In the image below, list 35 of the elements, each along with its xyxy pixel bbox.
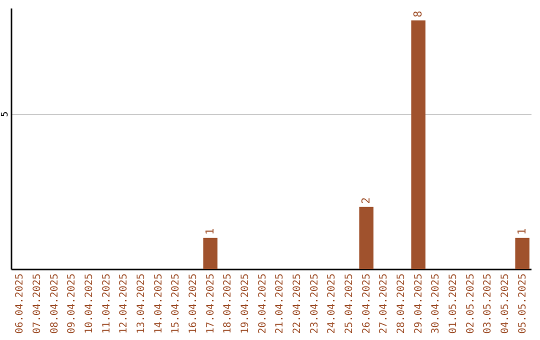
x-tick-label: 04.05.2025 — [500, 274, 511, 334]
x-tick-label: 08.04.2025 — [49, 274, 60, 334]
y-tick-label: 5 — [0, 111, 10, 117]
x-tick-label: 20.04.2025 — [257, 274, 268, 334]
x-tick-label: 24.04.2025 — [326, 274, 338, 334]
data-label: 2 — [359, 197, 372, 204]
x-tick-label: 14.04.2025 — [153, 274, 164, 334]
x-tick-label: 09.04.2025 — [66, 274, 78, 334]
x-tick-label: 16.04.2025 — [188, 274, 199, 334]
x-tick-label: 13.04.2025 — [136, 274, 147, 334]
x-tick-label: 02.05.2025 — [465, 274, 476, 334]
data-label: 1 — [203, 228, 216, 235]
x-tick-label: 01.05.2025 — [448, 274, 459, 334]
x-tick-label: 07.04.2025 — [32, 274, 43, 334]
x-tick-label: 28.04.2025 — [396, 274, 407, 334]
x-tick-label: 30.04.2025 — [430, 274, 442, 334]
data-label: 1 — [515, 228, 528, 235]
x-tick-label: 17.04.2025 — [205, 274, 216, 334]
x-tick-label: 19.04.2025 — [240, 274, 251, 334]
x-tick-label: 12.04.2025 — [118, 274, 130, 334]
x-tick-label: 03.05.2025 — [482, 274, 494, 334]
data-label: 8 — [411, 10, 424, 18]
x-tick-label: 05.05.2025 — [517, 274, 528, 334]
x-tick-label: 11.04.2025 — [101, 274, 112, 334]
x-tick-label: 26.04.2025 — [361, 274, 372, 334]
x-tick-label: 15.04.2025 — [170, 274, 182, 334]
x-tick-label: 06.04.2025 — [14, 274, 26, 334]
x-tick-label: 10.04.2025 — [84, 274, 95, 334]
x-tick-label: 21.04.2025 — [274, 274, 286, 334]
x-tick-label: 22.04.2025 — [292, 274, 303, 334]
x-tick-label: 23.04.2025 — [309, 274, 320, 334]
x-tick-label: 18.04.2025 — [222, 274, 234, 334]
x-tick-label: 25.04.2025 — [344, 274, 355, 334]
x-tick-label: 29.04.2025 — [413, 274, 424, 334]
x-tick-label: 27.04.2025 — [378, 274, 390, 334]
